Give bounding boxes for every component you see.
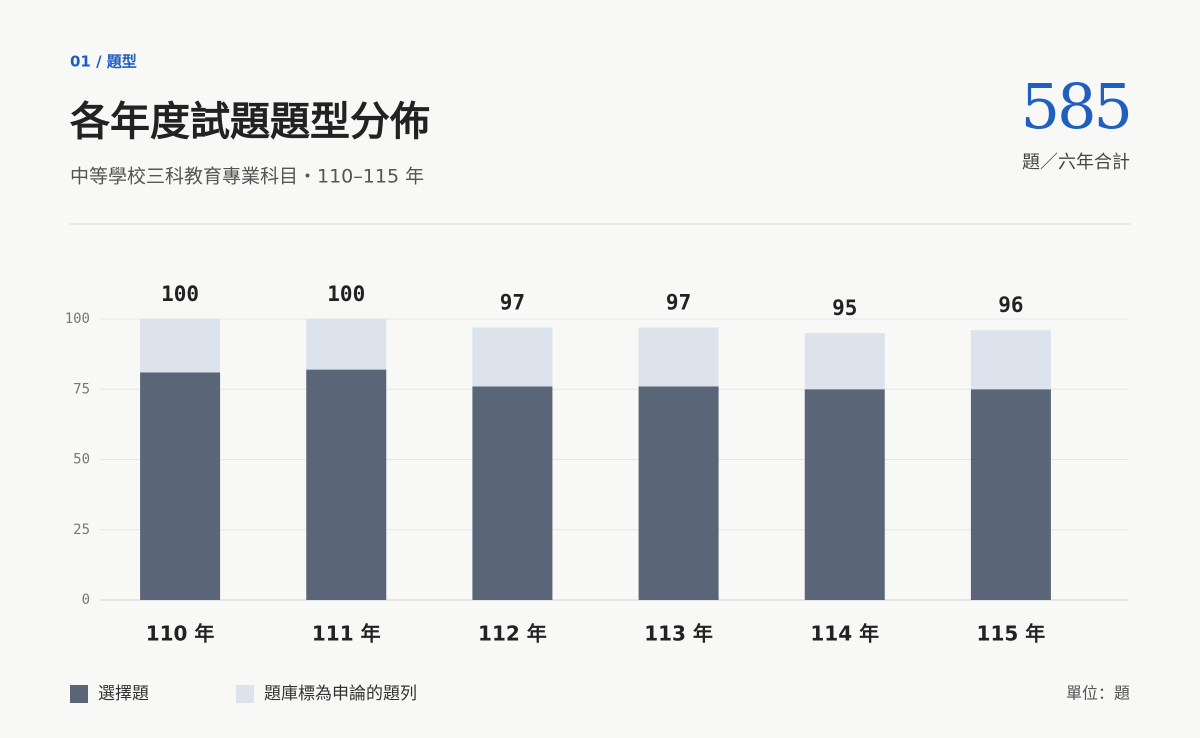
bar-segment: [306, 319, 387, 370]
summary-caption: 題／六年合計: [1022, 152, 1130, 173]
bar-segment: [638, 386, 719, 600]
y-tick-label: 75: [73, 381, 90, 397]
total-label: 100: [327, 282, 365, 306]
x-tick-label: 115 年: [977, 622, 1046, 646]
y-tick-label: 100: [65, 311, 90, 327]
total-label: 97: [666, 290, 691, 314]
total-label: 97: [500, 290, 525, 314]
unit-note: 單位：題: [1066, 684, 1130, 703]
bar-segment: [804, 333, 885, 390]
bar-segment: [970, 330, 1051, 390]
legend-label: 選擇題: [98, 684, 149, 704]
bar-segment: [472, 327, 553, 387]
x-tick-label: 113 年: [644, 622, 713, 646]
total-label: 96: [998, 293, 1023, 317]
legend-label: 題庫標為申論的題列: [264, 684, 417, 704]
y-tick-label: 25: [73, 522, 90, 538]
total-label: 100: [161, 282, 199, 306]
total-label: 95: [832, 296, 857, 320]
eyebrow: 01 / 題型: [70, 53, 137, 71]
x-tick-label: 110 年: [146, 622, 215, 646]
bar-segment: [638, 327, 719, 387]
bar-segment: [140, 319, 221, 373]
bar-segment: [306, 369, 387, 600]
subtitle: 中等學校三科教育專業科目・110–115 年: [70, 166, 424, 188]
x-tick-label: 111 年: [312, 622, 381, 646]
y-tick-label: 0: [82, 592, 90, 608]
summary-value: 585: [1021, 70, 1130, 143]
bar-segment: [804, 389, 885, 600]
chart-title: 各年度試題題型分佈: [70, 98, 430, 145]
y-tick-label: 50: [73, 452, 90, 468]
bar-segment: [140, 372, 221, 600]
x-tick-label: 112 年: [478, 622, 547, 646]
legend-swatch: [70, 685, 88, 703]
bar-segment: [970, 389, 1051, 600]
bar-segment: [472, 386, 553, 600]
x-tick-label: 114 年: [810, 622, 879, 646]
legend-swatch: [236, 685, 254, 703]
